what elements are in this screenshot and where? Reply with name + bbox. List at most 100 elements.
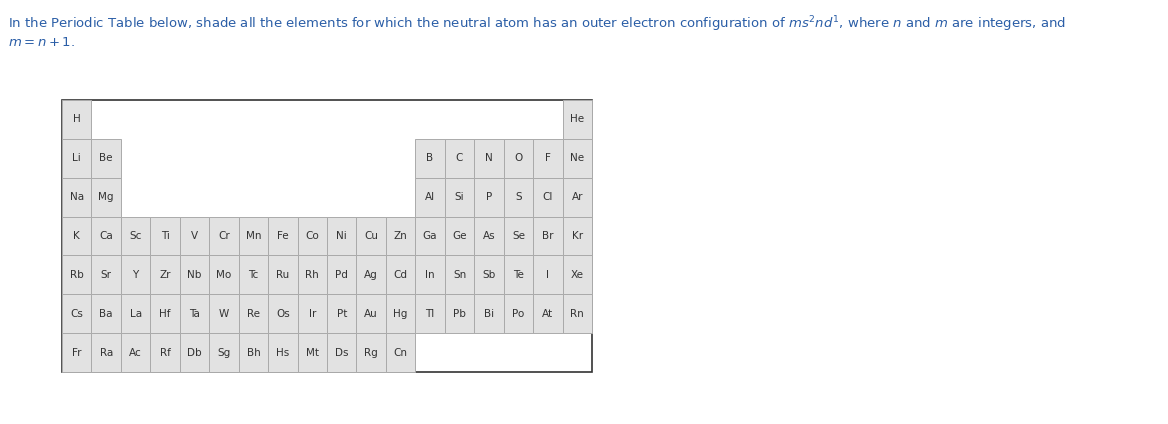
- Bar: [91, 217, 121, 255]
- Bar: [533, 255, 563, 294]
- Bar: [533, 178, 563, 217]
- Text: Kr: Kr: [571, 231, 583, 241]
- Text: Fr: Fr: [72, 348, 82, 357]
- Bar: [503, 294, 533, 333]
- Text: Xe: Xe: [571, 270, 584, 280]
- Text: Tl: Tl: [425, 309, 434, 319]
- Text: Te: Te: [513, 270, 523, 280]
- Bar: [474, 217, 503, 255]
- Text: Ac: Ac: [130, 348, 142, 357]
- Bar: [62, 100, 91, 139]
- Text: Ag: Ag: [364, 270, 378, 280]
- Bar: [209, 294, 238, 333]
- Text: In: In: [425, 270, 434, 280]
- Text: Nb: Nb: [187, 270, 202, 280]
- Text: Cl: Cl: [543, 192, 552, 202]
- Bar: [62, 255, 91, 294]
- Bar: [62, 100, 592, 372]
- Bar: [356, 255, 385, 294]
- Bar: [121, 255, 151, 294]
- Text: Y: Y: [132, 270, 139, 280]
- Text: Ca: Ca: [99, 231, 113, 241]
- Text: Ne: Ne: [570, 153, 584, 163]
- Text: Ru: Ru: [276, 270, 290, 280]
- Bar: [269, 294, 298, 333]
- Text: Ge: Ge: [452, 231, 467, 241]
- Bar: [62, 333, 91, 372]
- Bar: [269, 333, 298, 372]
- Text: Co: Co: [305, 231, 319, 241]
- Bar: [474, 255, 503, 294]
- Text: Ga: Ga: [423, 231, 437, 241]
- Text: Rh: Rh: [305, 270, 319, 280]
- Bar: [356, 333, 385, 372]
- Text: Mt: Mt: [306, 348, 319, 357]
- Text: Cr: Cr: [218, 231, 230, 241]
- Bar: [238, 217, 269, 255]
- Bar: [385, 294, 416, 333]
- Bar: [62, 139, 91, 178]
- Bar: [563, 294, 592, 333]
- Text: Cs: Cs: [70, 309, 83, 319]
- Text: Ti: Ti: [161, 231, 169, 241]
- Bar: [563, 255, 592, 294]
- Bar: [503, 139, 533, 178]
- Bar: [445, 255, 474, 294]
- Text: Mo: Mo: [216, 270, 231, 280]
- Bar: [298, 294, 327, 333]
- Text: Pd: Pd: [335, 270, 348, 280]
- Text: Sb: Sb: [482, 270, 495, 280]
- Text: Zr: Zr: [159, 270, 171, 280]
- Bar: [416, 139, 445, 178]
- Bar: [445, 139, 474, 178]
- Bar: [209, 217, 238, 255]
- Bar: [416, 255, 445, 294]
- Text: La: La: [130, 309, 141, 319]
- Text: Ta: Ta: [189, 309, 200, 319]
- Bar: [180, 294, 209, 333]
- Bar: [533, 217, 563, 255]
- Bar: [298, 217, 327, 255]
- Bar: [356, 294, 385, 333]
- Text: Na: Na: [70, 192, 84, 202]
- Bar: [151, 294, 180, 333]
- Text: I: I: [547, 270, 549, 280]
- Bar: [298, 255, 327, 294]
- Bar: [91, 139, 121, 178]
- Bar: [209, 333, 238, 372]
- Text: Ir: Ir: [308, 309, 317, 319]
- Text: Cu: Cu: [364, 231, 378, 241]
- Text: Pt: Pt: [336, 309, 347, 319]
- Bar: [503, 217, 533, 255]
- Text: Sr: Sr: [100, 270, 112, 280]
- Bar: [445, 294, 474, 333]
- Bar: [180, 217, 209, 255]
- Bar: [62, 294, 91, 333]
- Text: As: As: [482, 231, 495, 241]
- Bar: [385, 255, 416, 294]
- Bar: [121, 294, 151, 333]
- Bar: [91, 178, 121, 217]
- Text: Rf: Rf: [160, 348, 171, 357]
- Bar: [327, 255, 356, 294]
- Text: Po: Po: [513, 309, 524, 319]
- Bar: [503, 178, 533, 217]
- Bar: [356, 217, 385, 255]
- Bar: [151, 255, 180, 294]
- Bar: [269, 217, 298, 255]
- Text: Bi: Bi: [484, 309, 494, 319]
- Text: H: H: [72, 114, 81, 124]
- Bar: [416, 294, 445, 333]
- Bar: [180, 255, 209, 294]
- Text: Os: Os: [276, 309, 290, 319]
- Text: Mg: Mg: [98, 192, 114, 202]
- Text: Sg: Sg: [217, 348, 230, 357]
- Text: N: N: [485, 153, 493, 163]
- Text: He: He: [570, 114, 584, 124]
- Text: Mn: Mn: [245, 231, 262, 241]
- Text: Se: Se: [512, 231, 524, 241]
- Bar: [62, 217, 91, 255]
- Bar: [62, 178, 91, 217]
- Text: Pb: Pb: [453, 309, 466, 319]
- Text: Tc: Tc: [249, 270, 258, 280]
